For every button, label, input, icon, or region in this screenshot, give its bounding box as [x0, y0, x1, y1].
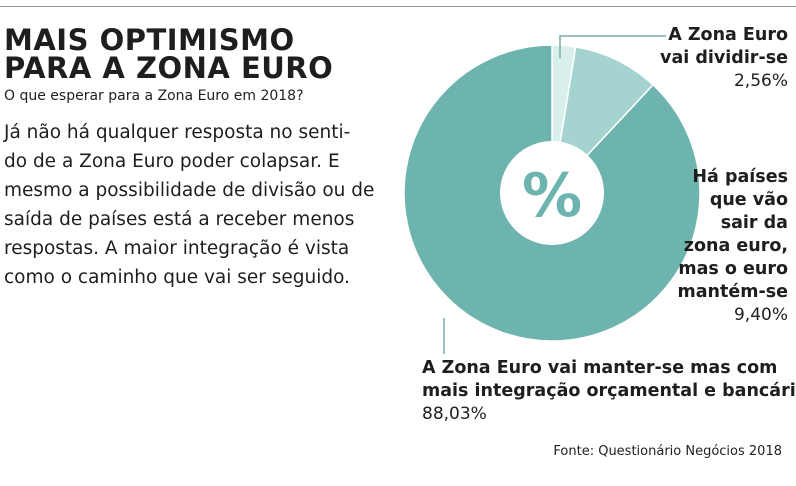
slice-label-line: mantém-se — [677, 282, 788, 302]
slice-label-line: Há países — [692, 167, 788, 187]
slice-label-integration: A Zona Euro vai manter-se mas com mais i… — [422, 357, 796, 425]
body-paragraph: Já não há qualquer resposta no senti- do… — [4, 118, 404, 292]
slice-value: 9,40% — [733, 305, 788, 325]
body-line: do de a Zona Euro poder colapsar. E — [4, 151, 340, 172]
slice-value: 2,56% — [733, 71, 788, 91]
body-line: respostas. A maior integração é vista — [4, 238, 350, 259]
top-rule — [0, 6, 796, 7]
slice-label-exit: Há países que vão sair da zona euro, mas… — [677, 166, 788, 326]
slice-label-line: A Zona Euro vai manter-se mas com — [422, 358, 778, 378]
subtitle: O que esperar para a Zona Euro em 2018? — [4, 88, 304, 104]
title-line: MAIS OPTIMISMO — [4, 23, 295, 57]
body-line: como o caminho que vai ser seguido. — [4, 267, 351, 288]
leader-line-divide — [559, 35, 666, 58]
slice-label-line: vai dividir-se — [660, 48, 788, 68]
slice-label-line: mais integração orçamental e bancária — [422, 381, 796, 401]
slice-label-line: mas o euro — [678, 259, 788, 279]
page-title: MAIS OPTIMISMO PARA A ZONA EURO — [4, 23, 384, 85]
slice-label-line: que vão — [709, 190, 788, 210]
slice-label-divide: A Zona Euro vai dividir-se 2,56% — [660, 24, 788, 92]
slice-value: 88,03% — [422, 404, 487, 424]
slice-label-line: sair da — [720, 213, 788, 233]
donut-hole — [500, 141, 604, 245]
title-line: PARA A ZONA EURO — [4, 51, 334, 85]
percent-center-label: % — [522, 161, 582, 231]
slice-label-line: zona euro, — [683, 236, 788, 256]
slice-label-line: A Zona Euro — [668, 25, 788, 45]
leader-lines — [443, 35, 666, 354]
source-note: Fonte: Questionário Negócios 2018 — [553, 444, 782, 459]
body-line: Já não há qualquer resposta no senti- — [4, 122, 351, 143]
body-line: saída de países está a receber menos — [4, 209, 355, 230]
body-line: mesmo a possibilidade de divisão ou de — [4, 180, 375, 201]
